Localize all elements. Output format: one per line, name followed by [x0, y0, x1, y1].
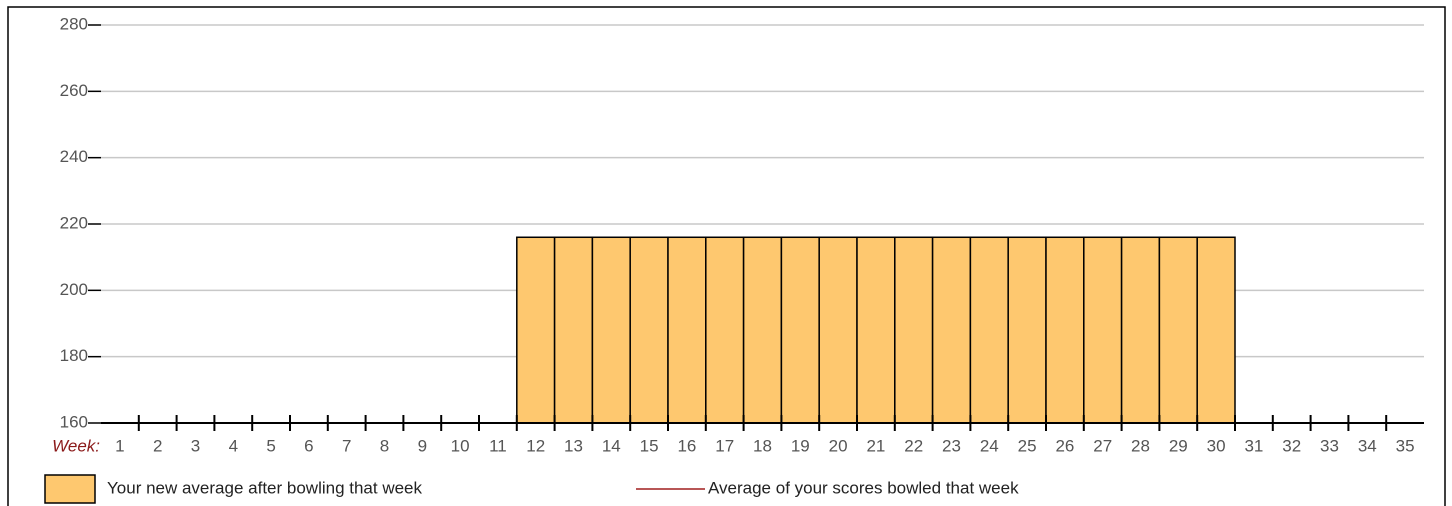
y-tick-label: 280 — [60, 14, 88, 33]
x-tick-label: 30 — [1207, 436, 1226, 455]
x-tick-label: 24 — [980, 436, 999, 455]
bar — [1158, 236, 1198, 424]
x-tick-label: 23 — [942, 436, 961, 455]
bar — [553, 236, 594, 424]
y-tick-label: 160 — [60, 412, 88, 431]
bar — [1007, 236, 1047, 424]
y-tick-label: 180 — [60, 346, 88, 365]
x-tick-label: 20 — [829, 436, 848, 455]
bar — [818, 236, 858, 424]
bar — [667, 236, 707, 424]
x-tick-label: 3 — [191, 436, 200, 455]
x-tick-label: 7 — [342, 436, 351, 455]
x-tick-label: 13 — [564, 436, 583, 455]
bar — [780, 236, 820, 424]
x-tick-label: 27 — [1093, 436, 1112, 455]
bar — [1196, 236, 1236, 424]
bar — [1045, 236, 1085, 424]
x-tick-label: 18 — [753, 436, 772, 455]
x-tick-label: 5 — [266, 436, 275, 455]
bar — [931, 236, 972, 424]
frame — [7, 6, 1446, 506]
legend-swatch — [44, 474, 96, 504]
x-tick-label: 17 — [715, 436, 734, 455]
x-tick-label: 25 — [1018, 436, 1037, 455]
x-tick-label: 22 — [904, 436, 923, 455]
x-tick-label: 34 — [1358, 436, 1377, 455]
x-tick-label: 9 — [418, 436, 427, 455]
y-tick-label: 240 — [60, 147, 88, 166]
x-tick-label: 32 — [1282, 436, 1301, 455]
x-tick-label: 6 — [304, 436, 313, 455]
bar — [1120, 236, 1161, 424]
y-tick-label: 260 — [60, 81, 88, 100]
y-tick-label: 220 — [60, 213, 88, 232]
x-tick-label: 35 — [1396, 436, 1415, 455]
x-tick-label: 14 — [602, 436, 621, 455]
x-tick-label: 2 — [153, 436, 162, 455]
bar — [516, 236, 556, 424]
bar — [894, 236, 934, 424]
x-tick-label: 10 — [451, 436, 470, 455]
x-tick-label: 1 — [115, 436, 124, 455]
x-tick-label: 12 — [526, 436, 545, 455]
bar — [969, 236, 1009, 424]
bar — [856, 236, 896, 424]
x-tick-label: 19 — [791, 436, 810, 455]
y-tick-label: 200 — [60, 280, 88, 299]
x-tick-label: 26 — [1055, 436, 1074, 455]
x-tick-label: 11 — [489, 436, 507, 455]
x-tick-label: 28 — [1131, 436, 1150, 455]
bar — [705, 236, 745, 424]
bar — [591, 236, 631, 424]
bar — [742, 236, 783, 424]
bar — [629, 236, 669, 424]
x-tick-label: 4 — [229, 436, 238, 455]
x-tick-label: 15 — [640, 436, 659, 455]
x-tick-label: 21 — [866, 436, 885, 455]
x-tick-label: 29 — [1169, 436, 1188, 455]
x-tick-label: 31 — [1244, 436, 1263, 455]
x-tick-label: 16 — [677, 436, 696, 455]
legend-label: Your new average after bowling that week — [107, 478, 423, 497]
x-tick-label: 8 — [380, 436, 389, 455]
x-tick-label: 33 — [1320, 436, 1339, 455]
x-axis-label: Week: — [52, 436, 100, 455]
bar — [1083, 236, 1123, 424]
legend-label: Average of your scores bowled that week — [708, 478, 1019, 497]
